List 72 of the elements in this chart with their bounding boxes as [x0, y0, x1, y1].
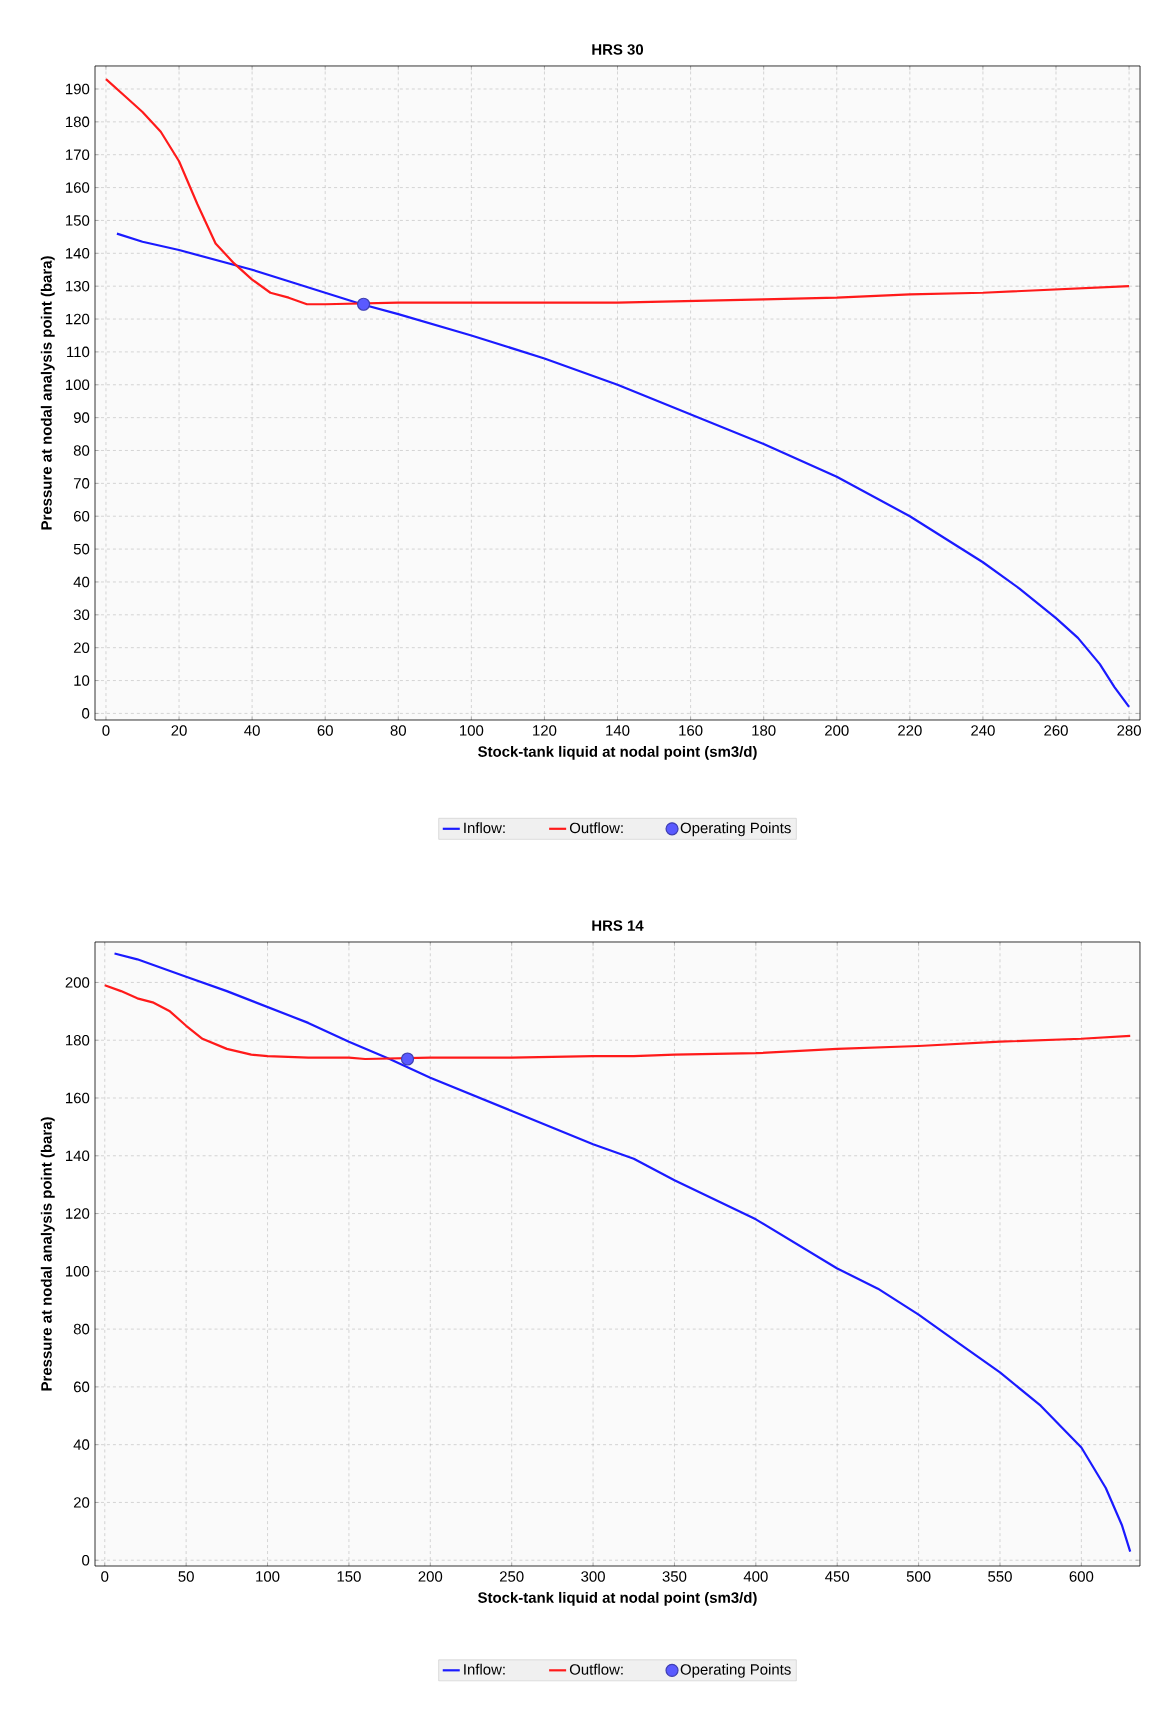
x-tick-label: 280	[1117, 725, 1141, 736]
x-tick-label: 100	[460, 725, 484, 736]
y-tick-label: 0	[82, 1554, 90, 1566]
x-tick-label: 200	[825, 725, 849, 736]
y-tick-label: 20	[73, 1497, 90, 1508]
legend-label: Operating Points	[680, 1663, 791, 1678]
legend-label: Inflow:	[464, 1663, 505, 1675]
x-tick-label: 240	[971, 725, 995, 736]
y-tick-label: 60	[73, 510, 90, 522]
x-tick-label: 20	[171, 725, 187, 736]
x-tick-label: 50	[178, 1571, 194, 1582]
y-tick-label: 30	[73, 609, 90, 621]
x-tick-label: 500	[906, 1571, 931, 1582]
y-tick-label: 200	[65, 977, 90, 988]
y-tick-label: 80	[73, 445, 90, 456]
x-tick-label: 60	[317, 725, 333, 736]
y-tick-label: 190	[66, 83, 90, 95]
y-tick-label: 140	[66, 1150, 90, 1162]
y-tick-label: 140	[66, 248, 90, 259]
y-tick-label: 160	[66, 1092, 90, 1104]
x-tick-label: 0	[102, 725, 110, 736]
y-tick-label: 180	[66, 1034, 90, 1046]
x-tick-label: 400	[743, 1571, 768, 1582]
x-tick-label: 100	[256, 1571, 280, 1582]
y-axis-title: Pressure at nodal analysis point (bara)	[40, 256, 55, 530]
x-tick-label: 180	[752, 725, 776, 736]
x-tick-label: 350	[662, 1571, 687, 1582]
y-tick-label: 110	[67, 346, 90, 358]
y-tick-label: 170	[66, 149, 90, 160]
legend-label: Outflow:	[569, 822, 623, 834]
y-tick-label: 40	[73, 576, 90, 588]
x-tick-label: 450	[825, 1571, 850, 1582]
y-tick-label: 40	[73, 1439, 90, 1450]
x-tick-label: 220	[898, 725, 922, 736]
y-tick-label: 100	[66, 1266, 90, 1277]
x-axis-title: Stock-tank liquid at nodal point (sm3/d)	[478, 1591, 757, 1606]
x-tick-label: 300	[581, 1571, 605, 1582]
x-tick-label: 0	[101, 1571, 109, 1582]
chart-title: HRS 30	[592, 44, 644, 55]
legend-label: Outflow:	[569, 1663, 623, 1675]
x-tick-label: 120	[533, 725, 557, 736]
x-tick-label: 150	[337, 1571, 361, 1582]
y-tick-label: 70	[73, 478, 90, 489]
y-axis-title: Pressure at nodal analysis point (bara)	[40, 1117, 55, 1391]
y-tick-label: 50	[73, 543, 90, 555]
x-tick-label: 600	[1069, 1571, 1094, 1582]
y-tick-label: 80	[73, 1323, 90, 1335]
x-tick-label: 200	[418, 1571, 443, 1582]
y-tick-label: 0	[82, 708, 90, 719]
x-tick-label: 160	[679, 725, 703, 736]
x-tick-label: 140	[606, 725, 630, 736]
y-tick-label: 150	[66, 215, 90, 226]
line-series	[103, 984, 1132, 1061]
y-tick-label: 90	[73, 412, 90, 423]
y-tick-label: 120	[66, 313, 90, 325]
y-tick-label: 20	[73, 642, 90, 653]
chart-title: HRS 14	[592, 920, 644, 931]
y-tick-label: 60	[73, 1381, 90, 1393]
y-tick-label: 130	[66, 280, 90, 292]
x-axis-title: Stock-tank liquid at nodal point (sm3/d)	[478, 745, 757, 760]
x-tick-label: 250	[499, 1571, 524, 1582]
y-tick-label: 160	[66, 182, 90, 193]
y-tick-label: 100	[66, 379, 90, 391]
y-tick-label: 180	[66, 116, 90, 128]
legend-label: Operating Points	[680, 822, 791, 837]
x-tick-label: 260	[1044, 725, 1068, 736]
y-tick-label: 10	[74, 675, 90, 686]
legend-label: Inflow:	[464, 822, 505, 834]
y-tick-label: 120	[66, 1208, 90, 1219]
x-tick-label: 550	[988, 1571, 1012, 1582]
x-tick-label: 40	[244, 725, 260, 736]
x-tick-label: 80	[390, 725, 406, 736]
